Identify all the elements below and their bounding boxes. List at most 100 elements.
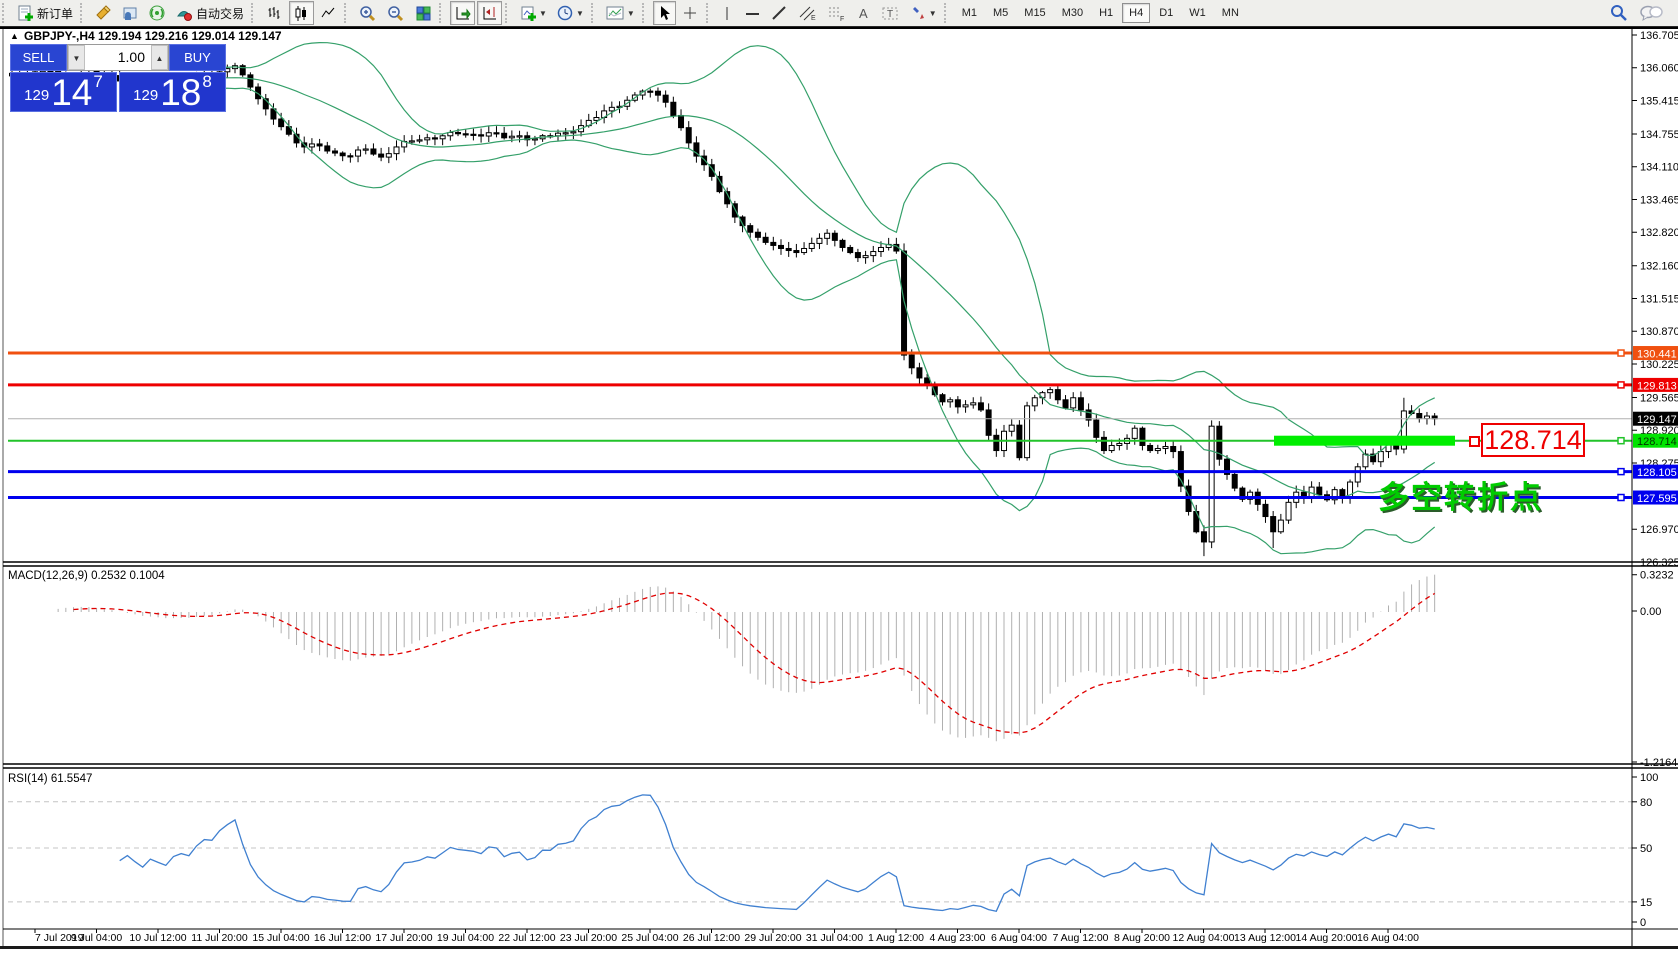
horizontal-lines[interactable] — [8, 349, 1632, 502]
vline-tool-button[interactable] — [717, 1, 738, 25]
hline-icon — [744, 5, 761, 22]
channel-tool-button[interactable]: E — [794, 1, 821, 25]
autotrade-button[interactable]: 自动交易 — [172, 1, 248, 25]
trendline-tool-button[interactable] — [767, 1, 792, 25]
toolbar-grip — [705, 3, 712, 23]
tile-windows-button[interactable] — [411, 1, 436, 25]
svg-text:132.820: 132.820 — [1640, 227, 1678, 239]
buy-button[interactable]: BUY — [169, 44, 226, 71]
bar-chart-icon — [266, 5, 283, 22]
svg-text:135.415: 135.415 — [1640, 95, 1678, 107]
timeframe-bar: M1 M5 M15 M30 H1 H4 D1 W1 MN — [954, 3, 1247, 23]
svg-text:14 Aug 20:00: 14 Aug 20:00 — [1296, 932, 1358, 944]
svg-text:A: A — [859, 6, 868, 21]
svg-text:132.160: 132.160 — [1640, 261, 1678, 273]
new-order-button[interactable]: 新订单 — [13, 1, 77, 25]
timeframe-m15[interactable]: M15 — [1024, 7, 1046, 19]
layout-icon — [95, 4, 112, 22]
svg-text:13 Aug 12:00: 13 Aug 12:00 — [1234, 932, 1296, 944]
chart-shift-button[interactable] — [477, 1, 503, 25]
text-label-tool-button[interactable]: T — [877, 1, 904, 25]
zoom-out-button[interactable] — [383, 1, 409, 25]
sell-button[interactable]: SELL — [10, 44, 67, 71]
rsi-indicator — [8, 794, 1632, 912]
templates-button[interactable]: ▼ — [602, 1, 639, 25]
timeframe-h1[interactable]: H1 — [1099, 7, 1114, 19]
toolbar-grip — [439, 3, 445, 23]
svg-text:6 Aug 04:00: 6 Aug 04:00 — [991, 932, 1047, 944]
timeframe-w1[interactable]: W1 — [1189, 7, 1206, 19]
toolbar-grip — [80, 3, 86, 23]
chat-icon — [1639, 4, 1663, 22]
zoom-out-icon — [387, 5, 405, 22]
auto-scroll-icon — [454, 5, 471, 22]
timeframe-m30[interactable]: M30 — [1061, 7, 1084, 19]
svg-text:131.515: 131.515 — [1640, 293, 1678, 305]
svg-text:129.813: 129.813 — [1637, 380, 1677, 392]
svg-text:129.147: 129.147 — [1637, 414, 1677, 426]
toolbar-grip — [344, 3, 350, 23]
volume-increase-button[interactable]: ▲ — [151, 45, 168, 70]
buy-quote[interactable]: 129 18 8 — [119, 72, 226, 112]
text-tool-button[interactable]: A — [852, 1, 875, 25]
autotrade-label: 自动交易 — [196, 6, 245, 21]
text-icon: A — [856, 5, 871, 22]
toolbar: 新订单 自动交易 — [0, 0, 1678, 27]
indicators-button[interactable]: ▼ — [516, 1, 551, 25]
crosshair-button[interactable] — [678, 1, 703, 25]
chat-button[interactable] — [1635, 1, 1667, 25]
volume-stepper: ▼ 1.00 ▲ — [67, 44, 169, 71]
auto-scroll-button[interactable] — [450, 1, 476, 25]
vline-icon — [721, 5, 734, 22]
price-axis[interactable]: 136.705 136.060 135.415 134.755 134.110 133.4… — [1632, 30, 1678, 929]
market-watch-button[interactable] — [118, 1, 143, 25]
crosshair-icon — [682, 5, 699, 22]
price-flag-anchor[interactable] — [1469, 436, 1480, 447]
svg-text:T: T — [887, 9, 893, 20]
layout-button[interactable] — [91, 1, 116, 25]
svg-text:17 Jul 20:00: 17 Jul 20:00 — [375, 932, 432, 944]
signals-button[interactable] — [145, 1, 170, 25]
fibonacci-tool-button[interactable]: F — [823, 1, 850, 25]
timeframe-m1[interactable]: M1 — [961, 7, 977, 19]
search-button[interactable] — [1605, 1, 1633, 25]
svg-text:11 Jul 20:00: 11 Jul 20:00 — [191, 932, 248, 944]
svg-text:9 Jul 04:00: 9 Jul 04:00 — [71, 932, 123, 944]
volume-decrease-button[interactable]: ▼ — [68, 45, 85, 70]
sell-quote[interactable]: 129 14 7 — [10, 72, 117, 112]
svg-text:29 Jul 20:00: 29 Jul 20:00 — [744, 932, 801, 944]
svg-text:22 Jul 12:00: 22 Jul 12:00 — [498, 932, 555, 944]
periods-button[interactable]: ▼ — [553, 1, 588, 25]
svg-text:100: 100 — [1640, 772, 1658, 784]
volume-value[interactable]: 1.00 — [117, 49, 145, 65]
toolbar-grip — [2, 3, 8, 23]
timeframe-m5[interactable]: M5 — [993, 7, 1009, 19]
macd-label: MACD(12,26,9) 0.2532 0.1004 — [8, 570, 165, 582]
line-chart-icon — [320, 5, 337, 22]
autotrade-icon — [176, 5, 193, 22]
zoom-in-button[interactable] — [355, 1, 381, 25]
timeframe-d1[interactable]: D1 — [1159, 7, 1174, 19]
svg-text:25 Jul 04:00: 25 Jul 04:00 — [621, 932, 678, 944]
price-level-callout[interactable]: 128.714 — [1481, 423, 1585, 457]
svg-text:136.060: 136.060 — [1640, 63, 1678, 75]
periods-caret: ▼ — [575, 8, 584, 18]
macd-indicator — [57, 574, 1436, 742]
templates-icon — [606, 5, 625, 22]
timeframe-mn[interactable]: MN — [1221, 7, 1239, 19]
svg-text:126.970: 126.970 — [1640, 524, 1678, 536]
hline-tool-button[interactable] — [740, 1, 765, 25]
candle-chart-button[interactable] — [289, 1, 315, 25]
bar-chart-button[interactable] — [262, 1, 287, 25]
cursor-button[interactable] — [652, 1, 676, 25]
timeframe-h4[interactable]: H4 — [1122, 3, 1151, 23]
chart-annotation-text[interactable]: 多空转折点 — [1378, 480, 1543, 515]
arrows-tool-button[interactable]: ▼ — [906, 1, 941, 25]
rsi-label: RSI(14) 61.5547 — [8, 773, 92, 785]
svg-text:26 Jul 12:00: 26 Jul 12:00 — [683, 932, 740, 944]
line-chart-button[interactable] — [316, 1, 341, 25]
svg-text:23 Jul 20:00: 23 Jul 20:00 — [560, 932, 617, 944]
svg-text:15: 15 — [1640, 897, 1652, 909]
